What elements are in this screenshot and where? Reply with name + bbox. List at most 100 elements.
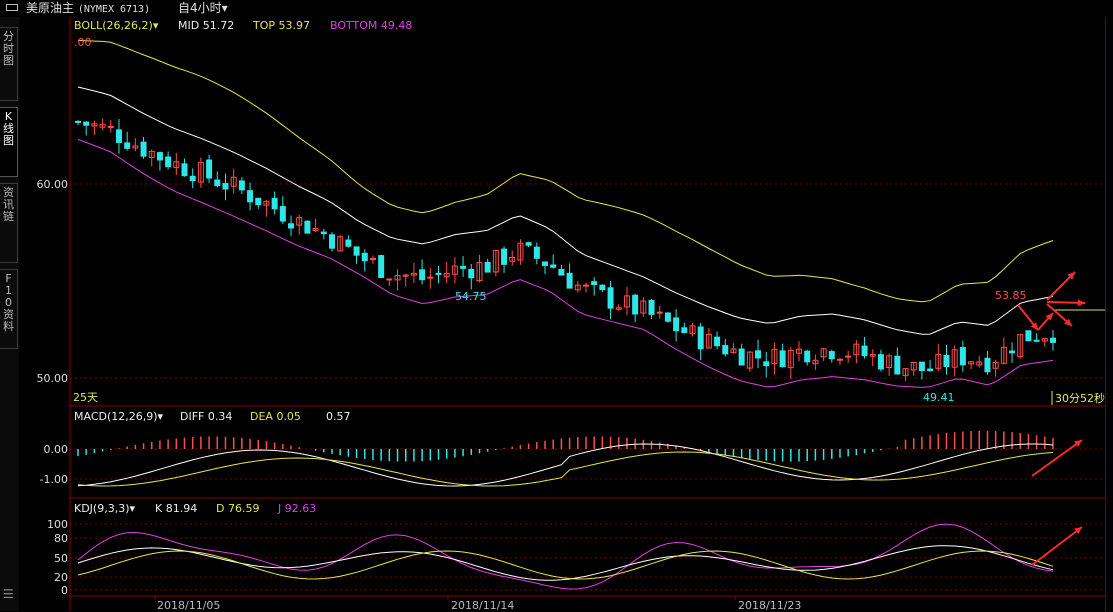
candle-body [976,361,983,366]
kdj-d-line [77,550,1054,580]
boll-bottom-value: BOTTOM 49.48 [330,19,413,32]
candle-body [582,284,589,287]
candle-body [369,258,376,261]
candle-body [927,368,934,372]
x-date-2: 2018/11/14 [451,599,515,612]
left-sidebar: 分时图 K线图 资讯链 F10资料 ☰ [0,17,19,611]
candle-body [886,355,893,369]
candle-body [755,350,762,359]
symbol-name: 美原油主 [26,1,75,15]
x-date-3: 2018/11/23 [738,599,802,612]
candle-body [902,368,909,377]
candle-body [779,350,786,368]
candle-body [828,351,835,360]
candle-body [1009,350,1016,354]
candle-body [992,361,999,369]
candle-body [345,239,352,247]
boll-bottom-line [77,138,1054,388]
high-annotation: 53.85 [995,289,1027,302]
candle-body [91,123,98,127]
macd-label-neg1: -1.00 [39,473,68,486]
kdj-arrow [1031,526,1083,566]
candle-body [353,246,360,256]
boll-title[interactable]: BOLL(26,26,2)▾ [74,19,159,32]
collapse-icon[interactable] [6,4,18,11]
kdj-j-line [77,523,1054,590]
candle-body [75,120,81,123]
candle-body [714,336,721,347]
tab-intraday[interactable]: 分时图 [0,27,18,101]
candle-body [206,159,213,179]
candle-body [517,242,524,261]
candle-body [148,150,155,158]
candle-body [525,242,532,246]
candle-body [238,180,245,191]
candle-body [746,351,753,369]
symbol-title[interactable]: 美原油主 (NYMEX 6713) [26,0,150,18]
candle-body [984,357,991,373]
candle-body [501,248,508,265]
candle-body [271,197,278,210]
candle-body [197,162,204,183]
kdj-title[interactable]: KDJ(9,3,3)▾ [74,502,136,515]
candle-body [296,217,303,226]
corner-value: .00 [74,36,92,49]
candle-body [550,264,557,268]
candle-body [566,272,573,289]
candle-body [1041,338,1048,342]
candle-body [861,345,868,357]
period-selector[interactable]: 自4小时▾ [178,1,228,15]
candle-body [115,129,122,144]
kdj-label-0: 0 [61,584,68,597]
candle-body [328,234,335,249]
candle-body [140,141,147,157]
candle-body [632,294,639,315]
candle-body [460,265,467,269]
candle-body [533,246,540,259]
candle-body [1025,330,1032,342]
tab-kline[interactable]: K线图 [0,107,18,177]
macd-title[interactable]: MACD(12,26,9)▾ [74,410,164,423]
candle-body [771,348,778,365]
candle-body [132,145,139,149]
tab-news[interactable]: 资讯链 [0,183,18,263]
boll-mid-line [77,86,1054,335]
candle-body [542,261,549,266]
candle-body [386,278,393,281]
candle-body [664,312,671,322]
candle-body [820,348,827,358]
candle-body [574,284,581,291]
tab-f10[interactable]: F10资料 [0,269,18,349]
price-label-60: 60.00 [36,178,69,191]
candle-body [83,121,90,126]
kdj-arrow-head [1074,527,1082,535]
tab-news-label: 资讯链 [3,186,14,223]
kdj-k-line [77,545,1054,581]
candle-body [615,307,622,310]
candle-body [558,268,565,276]
kdj-j-value: J 92.63 [278,502,317,515]
candle-body [124,142,131,149]
list-icon[interactable]: ☰ [3,587,14,601]
candle-body [173,161,180,168]
kdj-label-50: 50 [54,552,68,565]
candle-body [443,272,450,278]
candle-body [165,156,172,168]
candle-body [337,236,344,252]
candle-body [681,327,688,333]
boll-top-value: TOP 53.97 [253,19,310,32]
kdj-label-80: 80 [54,532,68,545]
candle-body [304,220,311,234]
candle-body [845,355,852,358]
candle-body [214,179,221,187]
price-label-50: 50.00 [36,372,69,385]
candle-body [1033,339,1040,342]
boll-top-line [77,39,1054,303]
candle-body [263,200,270,206]
candle-body [894,355,901,375]
kdj-label-20: 20 [54,571,68,584]
candle-body [640,300,647,314]
candle-body [804,350,811,363]
candle-body [968,361,975,365]
